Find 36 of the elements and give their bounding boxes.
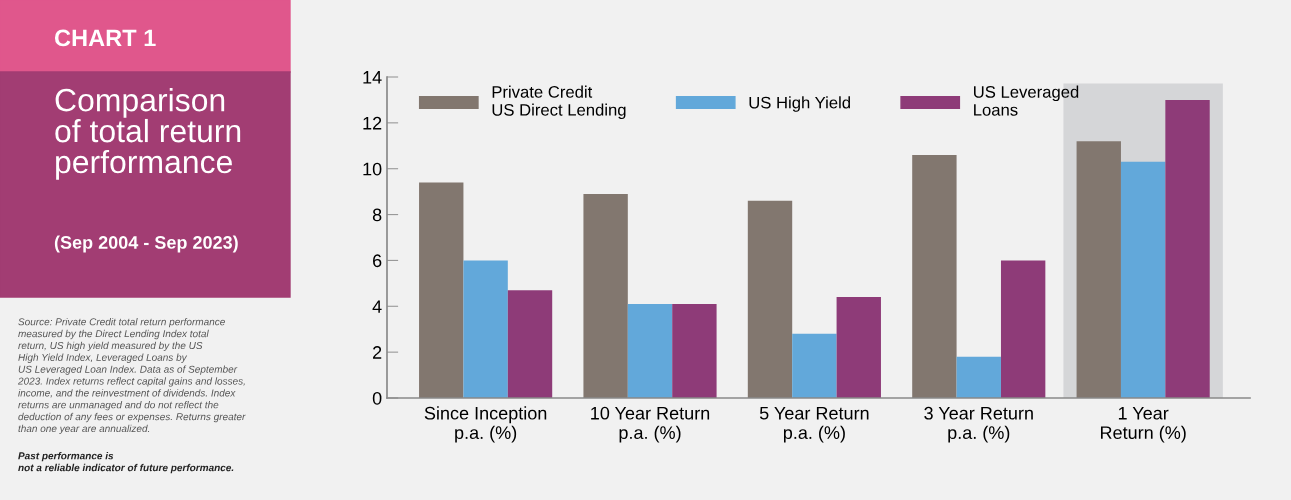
bar [1165, 99, 1210, 398]
y-tick-label: 6 [373, 254, 382, 268]
y-tick-label: 8 [372, 208, 382, 222]
bar [747, 200, 793, 398]
bar [912, 154, 957, 398]
y-tick-label: 14 [363, 71, 382, 84]
legend-label: US Leveraged Loans [974, 85, 1079, 116]
x-tick-label: 5 Year Return p.a. (%) [759, 407, 869, 443]
bar [672, 303, 717, 398]
x-tick-label: 10 Year Return p.a. (%) [591, 406, 710, 443]
x-tick-label: 1 Year Return (%) [1100, 407, 1186, 443]
x-tick-label: Since Inception p.a. (%) [424, 406, 547, 443]
bar [463, 260, 508, 398]
bar [1120, 161, 1166, 398]
bar [507, 290, 553, 398]
y-tick-label: 2 [373, 346, 382, 359]
bar [419, 182, 464, 398]
legend-label: US High Yield [749, 96, 850, 112]
bar [956, 356, 1001, 398]
caption: CHART 1 [54, 29, 156, 47]
text: (Sep 2004 - Sep 2023) [54, 235, 238, 253]
bar [836, 297, 881, 398]
bar [1076, 141, 1121, 398]
y-tick-label: 10 [363, 162, 382, 176]
text: Past performance is not a reliable indicator of future performance. [18, 452, 234, 474]
y-tick-label: 12 [363, 116, 382, 130]
text: Comparison of total return performance [55, 88, 241, 180]
bar [627, 303, 673, 398]
y-tick-label: 4 [372, 300, 382, 313]
x-tick-label: 3 Year Return p.a. (%) [924, 406, 1033, 443]
bar [1000, 260, 1046, 398]
legend-label: Private Credit US Direct Lending [492, 85, 626, 120]
bar [792, 333, 837, 398]
y-tick-label: 0 [372, 391, 382, 405]
bar [583, 193, 628, 398]
text: Source: Private Credit total return performance measured by the Direct Lending Index total return, US high yield measured by the US High Yield Index, Leveraged Loans by US Leveraged Loan Index. Data as of September 2023. Index returns reflect capital gains and losses, income, and the reinvestment of dividends. Index returns are unmanaged and do not reflect the deduction of any fees or expenses. Returns greater than one year are annualized. [17, 318, 246, 435]
